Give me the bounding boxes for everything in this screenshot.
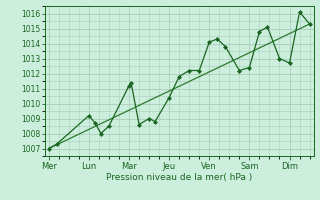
X-axis label: Pression niveau de la mer( hPa ): Pression niveau de la mer( hPa ) [106,173,252,182]
